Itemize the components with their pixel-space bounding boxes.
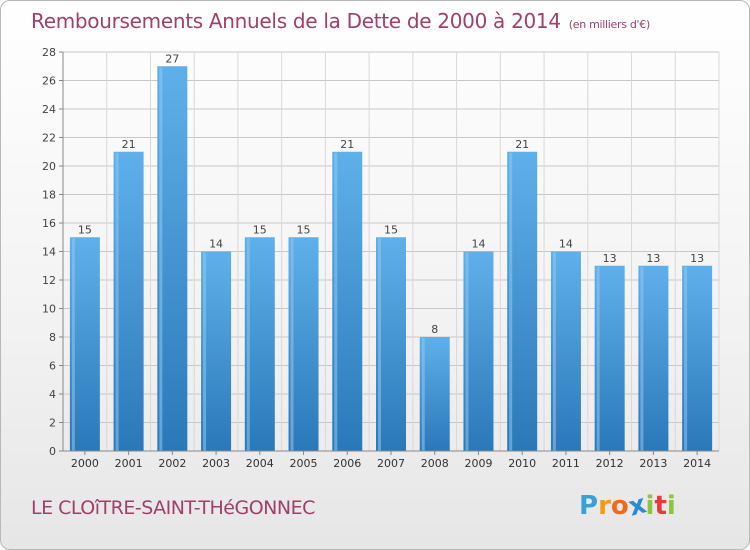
bar-highlight: [378, 238, 381, 451]
y-tick-label: 20: [42, 160, 56, 173]
y-tick-label: 0: [49, 445, 56, 458]
logo-letter: i: [666, 491, 676, 521]
bar-highlight: [509, 152, 513, 451]
y-tick-label: 26: [42, 75, 56, 88]
bar-highlight: [159, 67, 163, 451]
bar-highlight: [684, 266, 688, 451]
y-tick-label: 14: [42, 246, 56, 259]
bar-value-label: 14: [471, 238, 485, 251]
bar-value-label: 13: [646, 252, 660, 265]
y-tick-label: 4: [49, 388, 56, 401]
x-tick-label: 2001: [115, 457, 143, 470]
logo-letter: P: [579, 491, 599, 521]
logo-letter: i: [645, 491, 655, 521]
x-tick-label: 2005: [290, 457, 318, 470]
x-tick-label: 2008: [421, 457, 449, 470]
proxiti-logo: Proxiti: [579, 489, 676, 522]
bar-value-label: 21: [122, 138, 136, 151]
x-tick-label: 2014: [683, 457, 711, 470]
y-tick-label: 8: [49, 331, 56, 344]
bar-highlight: [115, 152, 119, 451]
logo-letter: t: [654, 491, 667, 521]
x-tick-label: 2013: [639, 457, 667, 470]
bar-value-label: 15: [253, 223, 267, 236]
chart-title: Remboursements Annuels de la Dette de 20…: [31, 9, 650, 33]
logo-letter: r: [598, 491, 611, 521]
bar-value-label: 8: [431, 323, 438, 336]
x-tick-label: 2011: [552, 457, 580, 470]
y-tick-label: 16: [42, 217, 56, 230]
y-tick-label: 18: [42, 189, 56, 202]
y-tick-label: 10: [42, 303, 56, 316]
y-tick-label: 12: [42, 274, 56, 287]
bar-highlight: [203, 252, 207, 451]
logo-letter: o: [610, 491, 629, 521]
bar-value-label: 21: [340, 138, 354, 151]
bar-value-label: 21: [515, 138, 529, 151]
title-text: Remboursements Annuels de la Dette de 20…: [31, 9, 561, 33]
x-tick-label: 2012: [596, 457, 624, 470]
bar-highlight: [596, 266, 600, 451]
title-unit: (en milliers d'€): [568, 18, 650, 31]
bar-value-label: 14: [209, 238, 223, 251]
bar-value-label: 15: [297, 223, 311, 236]
x-tick-label: 2000: [71, 457, 99, 470]
bar-highlight: [552, 252, 556, 451]
bar-value-label: 13: [603, 252, 617, 265]
x-tick-label: 2006: [333, 457, 361, 470]
x-tick-label: 2009: [464, 457, 492, 470]
bar-highlight: [640, 266, 644, 451]
bar-highlight: [246, 238, 250, 451]
y-tick-label: 2: [49, 417, 56, 430]
bar-highlight: [465, 252, 469, 451]
bar-highlight: [421, 338, 425, 451]
bar-highlight: [290, 238, 294, 451]
x-tick-label: 2004: [246, 457, 274, 470]
x-tick-label: 2003: [202, 457, 230, 470]
y-tick-label: 6: [49, 360, 56, 373]
x-tick-label: 2002: [158, 457, 186, 470]
y-tick-label: 28: [42, 46, 56, 59]
bar-value-label: 13: [690, 252, 704, 265]
bar-value-label: 15: [384, 223, 398, 236]
bar-value-label: 27: [165, 52, 179, 65]
bar-value-label: 15: [78, 223, 92, 236]
bar-highlight: [334, 152, 338, 451]
x-tick-label: 2010: [508, 457, 536, 470]
x-tick-label: 2007: [377, 457, 405, 470]
bar-highlight: [71, 238, 75, 451]
y-tick-label: 22: [42, 132, 56, 145]
bar-value-label: 14: [559, 238, 573, 251]
y-tick-label: 24: [42, 103, 56, 116]
bars: 15 21 27 14 15 15 21 15 8 14 21 14 13 13 13: [69, 52, 713, 451]
commune-name: LE CLOîTRE-SAINT-THéGONNEC: [31, 497, 315, 519]
